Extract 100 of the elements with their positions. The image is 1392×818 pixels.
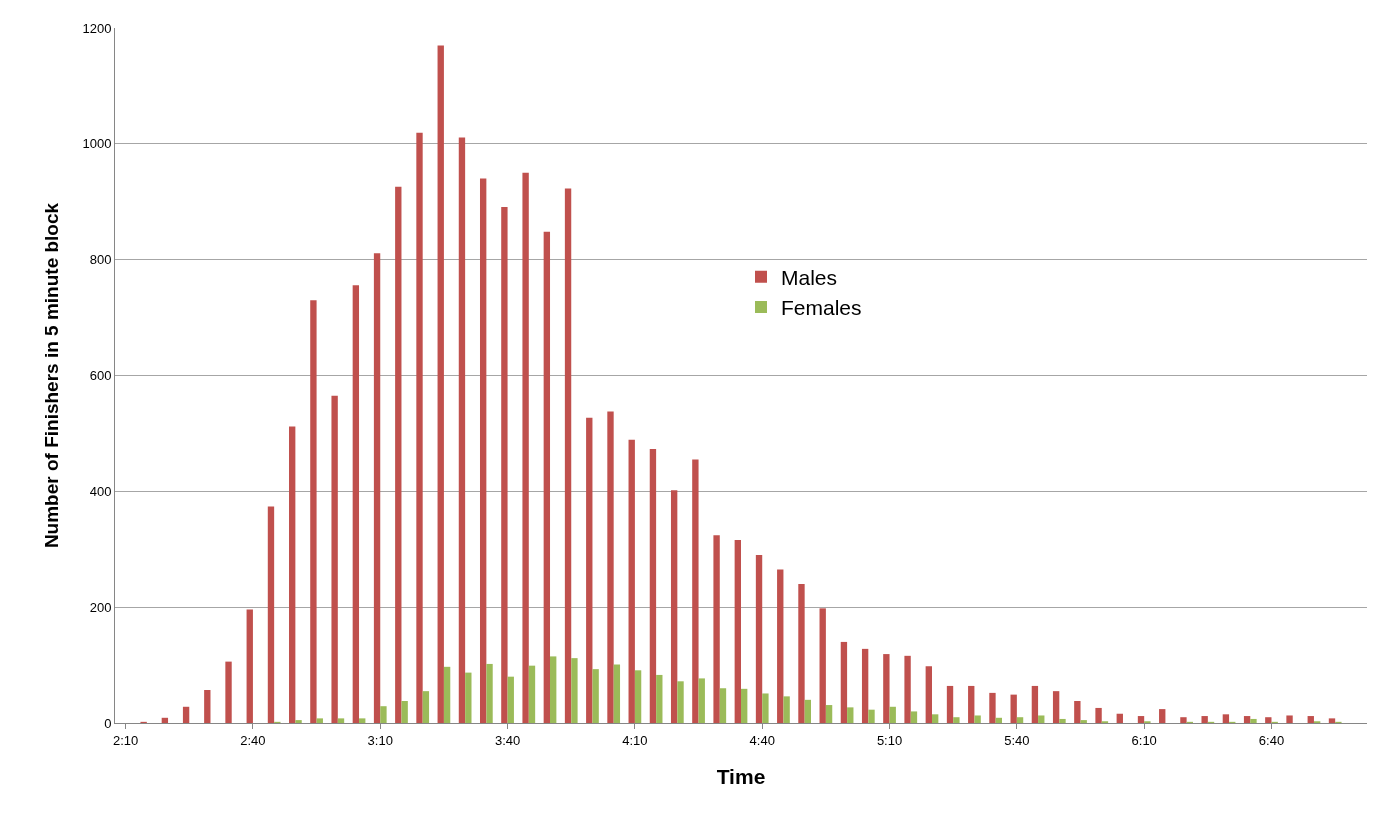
bar — [1010, 694, 1017, 723]
bar — [401, 700, 408, 723]
bar — [1159, 709, 1166, 723]
bar — [825, 705, 833, 723]
bar — [692, 459, 699, 723]
bar — [713, 535, 720, 723]
y-tick-label: 600 — [89, 368, 112, 384]
bar — [1074, 700, 1081, 723]
bar — [968, 685, 975, 723]
bar — [1038, 715, 1045, 723]
bar — [479, 178, 487, 723]
bar — [289, 426, 296, 723]
bar — [416, 132, 423, 723]
bar — [819, 608, 826, 723]
bar — [267, 506, 275, 723]
bar — [883, 654, 890, 723]
bar — [804, 699, 812, 723]
bar — [564, 188, 572, 723]
bar — [741, 688, 748, 723]
bar — [1016, 717, 1024, 723]
bar — [1137, 716, 1145, 723]
x-tick-label: 4:40 — [749, 732, 775, 748]
bar — [762, 693, 769, 723]
bar — [719, 688, 727, 723]
y-tick-label: 200 — [89, 599, 112, 615]
bar — [946, 685, 954, 723]
bar — [1307, 716, 1314, 723]
bar — [1031, 685, 1039, 723]
bar — [395, 186, 402, 723]
bar — [352, 285, 360, 723]
bar — [586, 417, 593, 723]
y-tick-label: 800 — [89, 252, 112, 268]
bar — [486, 663, 493, 723]
bar — [989, 692, 996, 723]
bar — [607, 411, 614, 723]
bar — [634, 670, 642, 723]
x-tick-label: 3:40 — [494, 732, 521, 748]
x-tick-label: 5:40 — [1004, 732, 1030, 748]
bar — [734, 539, 741, 723]
bar — [1250, 718, 1257, 723]
bar — [161, 717, 169, 723]
bar — [1328, 718, 1336, 723]
bar — [755, 555, 763, 723]
bar — [507, 676, 514, 723]
y-tick-label: 400 — [89, 483, 112, 499]
bar — [953, 717, 960, 723]
bar — [868, 709, 875, 723]
legend-label: Females — [781, 296, 862, 320]
bar — [847, 707, 854, 723]
bar — [225, 661, 232, 723]
bar — [1116, 713, 1123, 723]
bar — [571, 658, 578, 723]
bar — [522, 172, 529, 723]
bar — [316, 718, 323, 723]
bar — [182, 706, 190, 723]
bar — [931, 714, 939, 723]
x-tick-label: 2:10 — [112, 732, 139, 748]
y-tick-label: 0 — [104, 715, 112, 731]
x-tick-label: 6:10 — [1131, 732, 1157, 748]
bar — [592, 669, 599, 723]
bar — [1095, 707, 1102, 723]
bar — [1180, 717, 1187, 723]
y-axis-title: Number of Finishers in 5 minute block — [41, 202, 63, 549]
bar — [437, 45, 444, 723]
bar — [677, 681, 684, 723]
bar — [458, 137, 466, 723]
bar — [649, 449, 657, 723]
x-tick-label: 3:10 — [367, 732, 393, 748]
bar — [373, 253, 381, 723]
bar — [995, 717, 1003, 723]
bar — [1052, 691, 1060, 723]
bar — [1265, 717, 1272, 723]
bar — [310, 300, 317, 723]
bar — [1080, 720, 1087, 723]
bar — [628, 439, 635, 723]
x-tick-label: 4:10 — [622, 732, 648, 748]
bar — [501, 206, 508, 723]
legend-label: Males — [781, 265, 838, 289]
bar — [422, 691, 430, 723]
bar — [910, 711, 918, 723]
x-axis-title: Time — [716, 764, 766, 788]
bar — [204, 689, 211, 723]
bar — [840, 641, 848, 723]
bar — [359, 718, 366, 723]
bar — [380, 706, 387, 723]
bar — [528, 665, 536, 723]
bar — [337, 718, 345, 723]
bar — [889, 706, 896, 723]
bar — [861, 648, 869, 723]
bar — [295, 720, 302, 723]
bar — [698, 678, 705, 723]
bar — [331, 395, 338, 723]
bar — [1222, 714, 1230, 723]
x-tick-label: 2:40 — [240, 732, 266, 748]
bar — [1201, 716, 1208, 723]
y-tick-label: 1200 — [82, 20, 112, 36]
bar — [783, 696, 790, 723]
x-tick-label: 5:10 — [876, 732, 903, 748]
bar — [543, 231, 551, 723]
bar — [443, 666, 451, 723]
